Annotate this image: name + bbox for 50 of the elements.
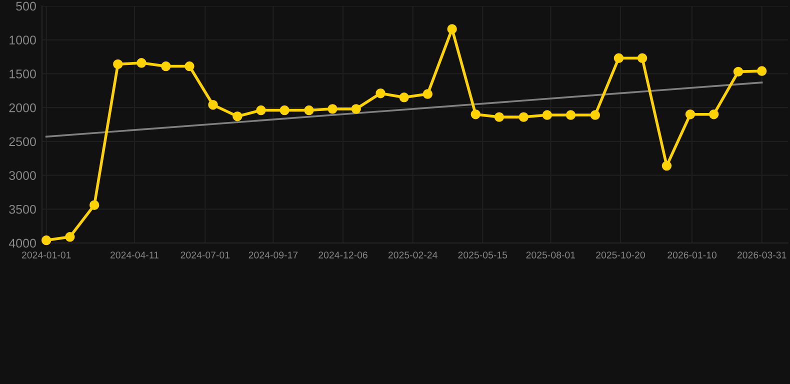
point [399,92,409,102]
point [708,109,719,120]
y-tick-label: 3000 [9,171,36,180]
point [113,59,123,70]
y-tick-label: 1500 [10,70,36,78]
x-tick-label: 2025-08-01 [526,252,576,258]
point [42,235,52,246]
y-tick-label: 4000 [8,238,36,248]
point [518,112,528,122]
point [614,53,624,63]
x-tick-label: 2025-05-15 [458,252,508,258]
point [470,109,480,120]
point [494,112,504,122]
x-tick-label: 2026-03-31 [737,252,786,258]
y-tick-label: 2500 [9,137,36,146]
y-tick-label: 3500 [9,204,36,214]
point [733,66,744,77]
point [65,232,75,242]
point [756,66,767,76]
point [161,61,171,72]
point [422,89,433,99]
x-tick-label: 2024-07-01 [180,252,230,258]
y-tick-label: 1000 [10,36,36,45]
point [351,104,361,114]
point [89,200,100,210]
x-tick-label: 2025-02-24 [388,252,438,258]
point [232,112,242,122]
y-tick-label: 2000 [9,103,36,112]
point [208,100,218,110]
point [184,61,194,72]
point [256,105,266,116]
point [637,53,648,63]
point [304,105,314,116]
x-tick-label: 2026-01-10 [668,252,717,258]
point [328,104,338,114]
y-tick-label: 500 [16,2,36,11]
x-tick-label: 2024-04-11 [110,252,159,258]
point [376,88,386,98]
point [566,110,576,120]
x-tick-label: 2025-10-20 [596,252,645,258]
point [590,110,600,120]
x-tick-label: 2024-01-01 [22,252,71,258]
point [542,110,552,120]
point [662,160,672,171]
point [447,24,457,34]
point [685,109,696,120]
x-tick-label: 2024-12-06 [318,252,368,258]
point [136,58,146,68]
x-tick-label: 2024-09-17 [248,252,298,258]
point [280,105,290,116]
